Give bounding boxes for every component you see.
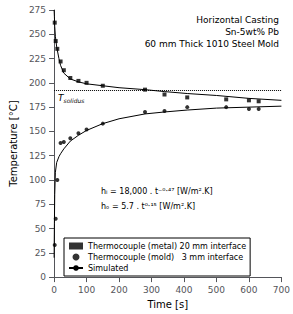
svg-text:Time [s]: Time [s] — [146, 299, 188, 310]
svg-text:50: 50 — [35, 224, 47, 234]
svg-text:100: 100 — [78, 285, 95, 295]
svg-text:60 mm Thick 1010 Steel Mold: 60 mm Thick 1010 Steel Mold — [145, 39, 279, 49]
svg-text:100: 100 — [29, 175, 46, 185]
svg-text:0: 0 — [40, 272, 46, 282]
svg-text:75: 75 — [35, 199, 46, 209]
svg-text:25: 25 — [35, 248, 46, 258]
svg-text:T: T — [58, 93, 64, 104]
svg-text:250: 250 — [29, 29, 46, 39]
svg-text:solidus: solidus — [64, 97, 85, 104]
svg-text:200: 200 — [29, 78, 46, 88]
svg-text:125: 125 — [29, 151, 46, 161]
svg-text:Sn-5wt% Pb: Sn-5wt% Pb — [225, 27, 279, 37]
svg-text:Horizontal Casting: Horizontal Casting — [196, 15, 279, 25]
svg-text:Temperature [°C]: Temperature [°C] — [8, 100, 19, 187]
svg-text:500: 500 — [208, 285, 225, 295]
svg-text:hᵢ = 18,000 . t⁻⁰·⁴⁷ [W/m².K]: hᵢ = 18,000 . t⁻⁰·⁴⁷ [W/m².K] — [101, 187, 213, 196]
svg-text:300: 300 — [143, 285, 160, 295]
svg-text:400: 400 — [175, 285, 192, 295]
svg-text:Thermocouple (metal) 20 mm int: Thermocouple (metal) 20 mm interface — [87, 242, 246, 251]
svg-text:600: 600 — [240, 285, 257, 295]
svg-text:275: 275 — [29, 5, 46, 15]
svg-text:175: 175 — [29, 102, 46, 112]
svg-text:200: 200 — [110, 285, 127, 295]
svg-text:Simulated: Simulated — [88, 264, 128, 273]
svg-text:225: 225 — [29, 54, 46, 64]
svg-text:700: 700 — [273, 285, 290, 295]
svg-text:Thermocouple (mold) 3 mm int: Thermocouple (mold) 3 mm interface — [87, 253, 243, 262]
svg-text:0: 0 — [51, 285, 57, 295]
svg-text:150: 150 — [29, 126, 46, 136]
svg-text:hₒ = 5.7 . t⁰·¹⁵ [W/m².K]: hₒ = 5.7 . t⁰·¹⁵ [W/m².K] — [101, 202, 195, 211]
